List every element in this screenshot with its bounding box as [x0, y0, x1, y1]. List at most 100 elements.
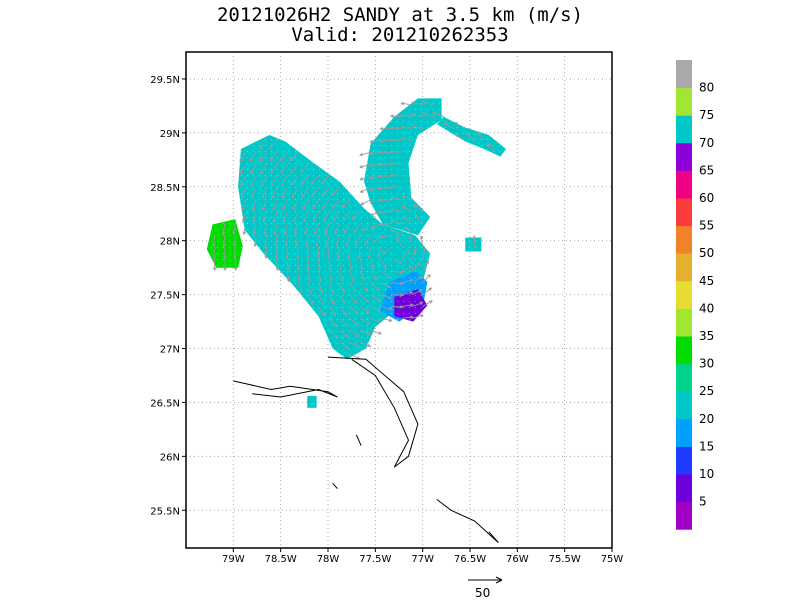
wind-vector-224 — [389, 149, 402, 154]
wind-vector-95 — [336, 247, 341, 260]
wind-vector-171 — [341, 199, 351, 209]
wind-vector-170 — [331, 199, 340, 209]
wind-vector-75 — [327, 258, 332, 271]
wind-vector-173 — [369, 199, 382, 204]
wind-vector-18 — [328, 306, 337, 317]
wind-vector-48 — [380, 282, 392, 289]
wind-vector-28 — [307, 294, 314, 306]
wind-vector-185 — [321, 187, 330, 197]
y-tick-label-0: 25.5N — [150, 506, 180, 517]
x-tick-label-4: 77W — [411, 554, 434, 565]
wind-vector-67 — [212, 259, 217, 271]
wind-vector-102 — [408, 235, 413, 248]
wind-vector-77 — [349, 258, 353, 271]
wind-vector-64 — [401, 265, 413, 272]
wind-vector-87 — [233, 247, 237, 260]
wind-vector-184 — [311, 187, 319, 198]
wind-vector-239 — [443, 122, 455, 129]
wind-vector-108 — [253, 235, 257, 248]
wind-vector-35 — [380, 294, 393, 300]
wind-vector-205 — [250, 163, 257, 175]
wind-vector-234 — [476, 132, 486, 141]
wind-vector-231 — [400, 137, 413, 141]
wind-vector-113 — [304, 235, 309, 248]
wind-vector-150 — [303, 211, 309, 223]
wind-vector-55 — [307, 270, 312, 283]
wind-vector-92 — [305, 247, 310, 260]
wind-vector-7 — [359, 329, 371, 336]
colorbar-swatch-9 — [676, 253, 692, 282]
wind-vector-237 — [400, 125, 413, 130]
wind-vector-189 — [379, 186, 392, 191]
wind-vector-145 — [252, 211, 257, 224]
wind-vector-29 — [318, 294, 325, 306]
wind-vector-133 — [314, 223, 319, 235]
wind-vector-242 — [400, 113, 413, 118]
wind-vectors — [211, 100, 496, 360]
wind-vector-54 — [297, 270, 302, 283]
wind-vector-188 — [369, 187, 382, 192]
wind-vector-197 — [300, 175, 309, 186]
wind-vector-99 — [376, 247, 382, 259]
wind-vector-192 — [250, 175, 257, 187]
colorbar-label-5: 30 — [699, 357, 714, 371]
wind-vector-214 — [389, 161, 402, 166]
wind-vector-183 — [301, 187, 309, 198]
wind-vector-135 — [334, 223, 340, 235]
colorbar-label-12: 65 — [699, 163, 714, 177]
wind-vector-4 — [328, 329, 338, 339]
wind-vector-187 — [359, 187, 371, 193]
wind-vector-230 — [389, 137, 402, 142]
wind-vector-82 — [401, 250, 410, 260]
wind-vector-104 — [472, 235, 477, 248]
wind-vector-137 — [353, 223, 361, 234]
wind-vector-110 — [274, 235, 278, 248]
wind-vector-156 — [369, 211, 382, 217]
wind-vector-57 — [328, 270, 333, 283]
wind-vector-177 — [240, 187, 247, 200]
wind-vector-190 — [390, 184, 402, 189]
wind-vector-109 — [263, 235, 268, 248]
coastlines — [233, 356, 499, 543]
wind-vector-65 — [411, 262, 421, 272]
wind-vector-151 — [313, 211, 319, 223]
colorbar-swatch-13 — [676, 142, 692, 171]
wind-vector-123 — [404, 225, 413, 236]
wind-vector-198 — [310, 175, 319, 185]
colorbar-swatch-2 — [676, 446, 692, 475]
wind-vector-159 — [401, 206, 413, 212]
wind-vector-11 — [349, 317, 360, 326]
wind-vector-107 — [232, 235, 237, 248]
wind-vector-8 — [370, 329, 382, 335]
wind-vector-244 — [421, 112, 434, 118]
colorbar-label-6: 35 — [699, 329, 714, 343]
wind-vector-47 — [370, 282, 380, 291]
colorbar-label-1: 10 — [699, 467, 714, 481]
wind-vector-44 — [338, 282, 345, 294]
wind-vector-157 — [379, 210, 392, 215]
wind-vector-3 — [360, 341, 372, 348]
wind-vector-52 — [422, 274, 431, 284]
wind-vector-111 — [284, 235, 288, 248]
wind-vector-120 — [372, 234, 382, 244]
y-tick-label-1: 26N — [160, 452, 180, 463]
colorbar-swatch-11 — [676, 198, 692, 227]
wind-vector-5 — [339, 329, 349, 338]
wind-vector-229 — [379, 138, 392, 143]
wind-vector-247 — [411, 101, 423, 106]
wind-vector-58 — [338, 270, 344, 283]
wind-vector-178 — [251, 187, 257, 199]
wind-vector-148 — [282, 211, 288, 223]
wind-vector-31 — [338, 294, 347, 305]
wind-vector-61 — [370, 270, 378, 281]
wind-vector-23 — [380, 306, 393, 311]
wind-vector-122 — [391, 229, 403, 236]
colorbar-label-0: 5 — [699, 495, 707, 509]
wind-vector-248 — [421, 100, 434, 106]
wind-vector-86 — [222, 247, 227, 260]
coastline-2 — [436, 499, 499, 543]
wind-region-texture-isolated-se — [465, 237, 482, 252]
wind-vector-225 — [487, 143, 496, 153]
wind-vector-153 — [332, 211, 340, 222]
